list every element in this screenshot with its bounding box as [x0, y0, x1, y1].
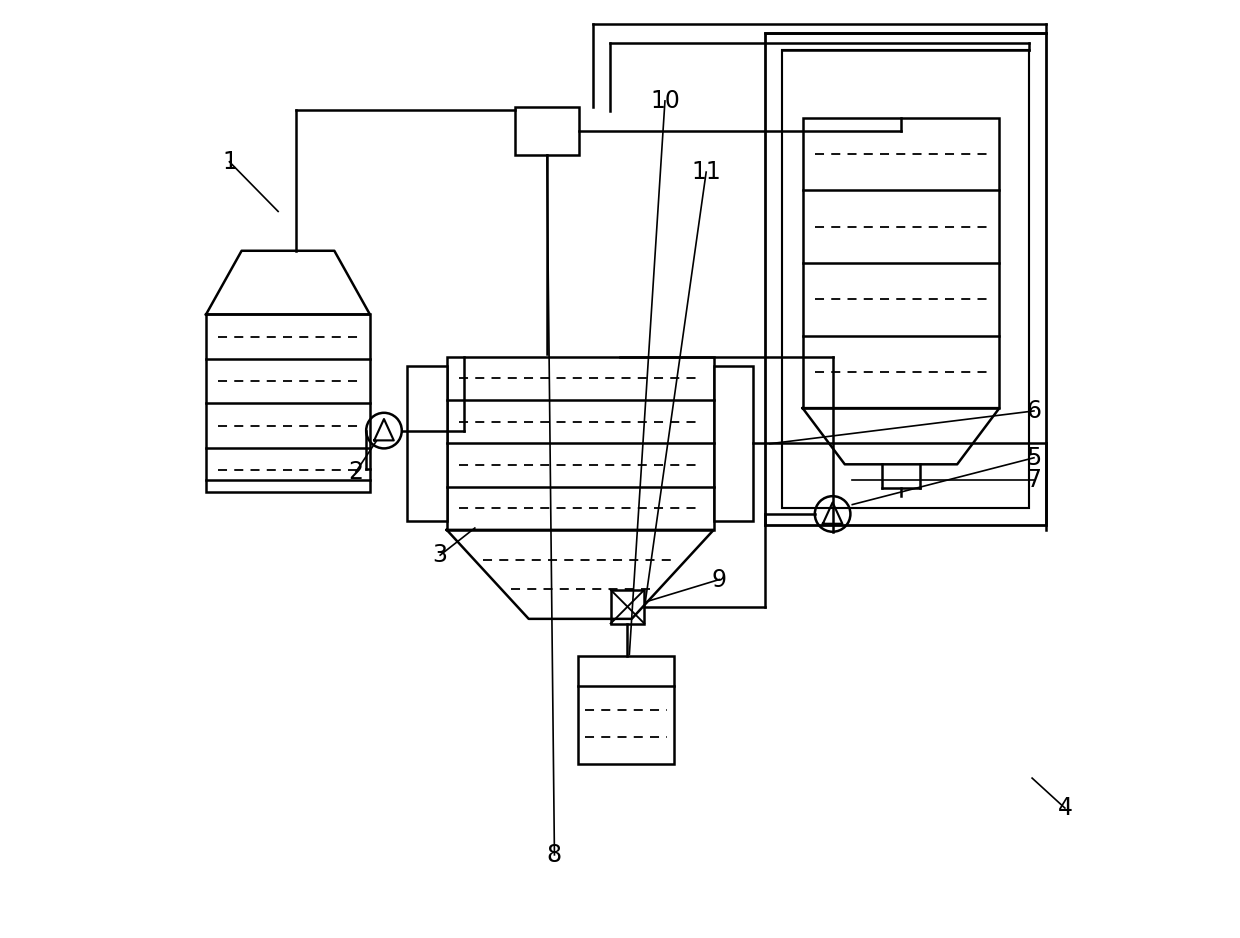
Text: 5: 5 — [1027, 446, 1042, 470]
Bar — [515, 107, 579, 155]
Bar — [802, 118, 999, 408]
Text: 7: 7 — [1027, 468, 1042, 492]
Bar — [782, 51, 1029, 508]
Bar — [578, 657, 675, 764]
Text: 11: 11 — [691, 160, 720, 184]
Bar — [714, 366, 753, 521]
Bar — [408, 366, 446, 521]
Text: 4: 4 — [1058, 796, 1073, 820]
Text: 6: 6 — [1027, 399, 1042, 423]
Text: 3: 3 — [433, 543, 448, 567]
Text: 2: 2 — [348, 460, 363, 484]
Text: 9: 9 — [712, 567, 727, 592]
Bar — [765, 34, 1047, 525]
Bar — [610, 590, 645, 624]
Text: 10: 10 — [650, 89, 680, 113]
Bar — [206, 314, 370, 492]
Text: 1: 1 — [222, 150, 237, 174]
Text: 8: 8 — [547, 843, 562, 867]
Bar — [446, 356, 714, 530]
